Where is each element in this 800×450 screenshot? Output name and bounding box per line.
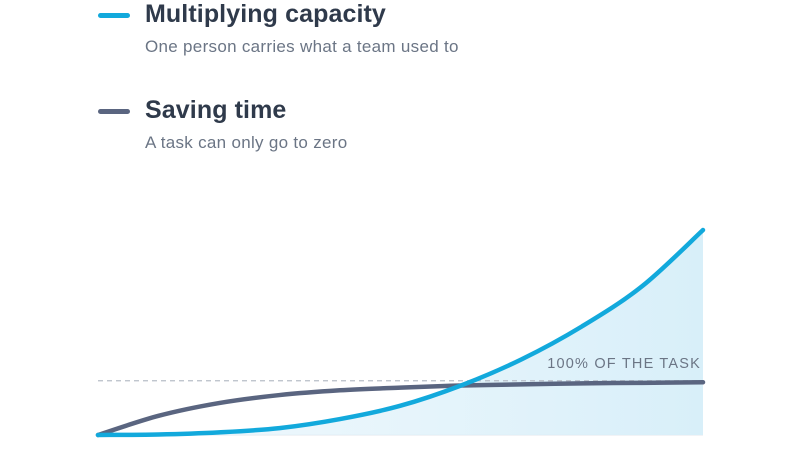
legend-swatch-saving-time: [98, 109, 130, 114]
legend-swatch-multiplying-capacity: [98, 13, 130, 18]
series-line-saving-time: [95, 380, 706, 438]
legend-title: Multiplying capacity: [145, 0, 386, 28]
legend-title: Saving time: [145, 96, 287, 124]
legend-subtitle: A task can only go to zero: [145, 133, 348, 152]
legend-subtitle: One person carries what a team used to: [145, 37, 459, 56]
series-line-multiplying-capacity: [95, 227, 706, 438]
reference-line-label: 100% OF THE TASK: [547, 356, 701, 372]
